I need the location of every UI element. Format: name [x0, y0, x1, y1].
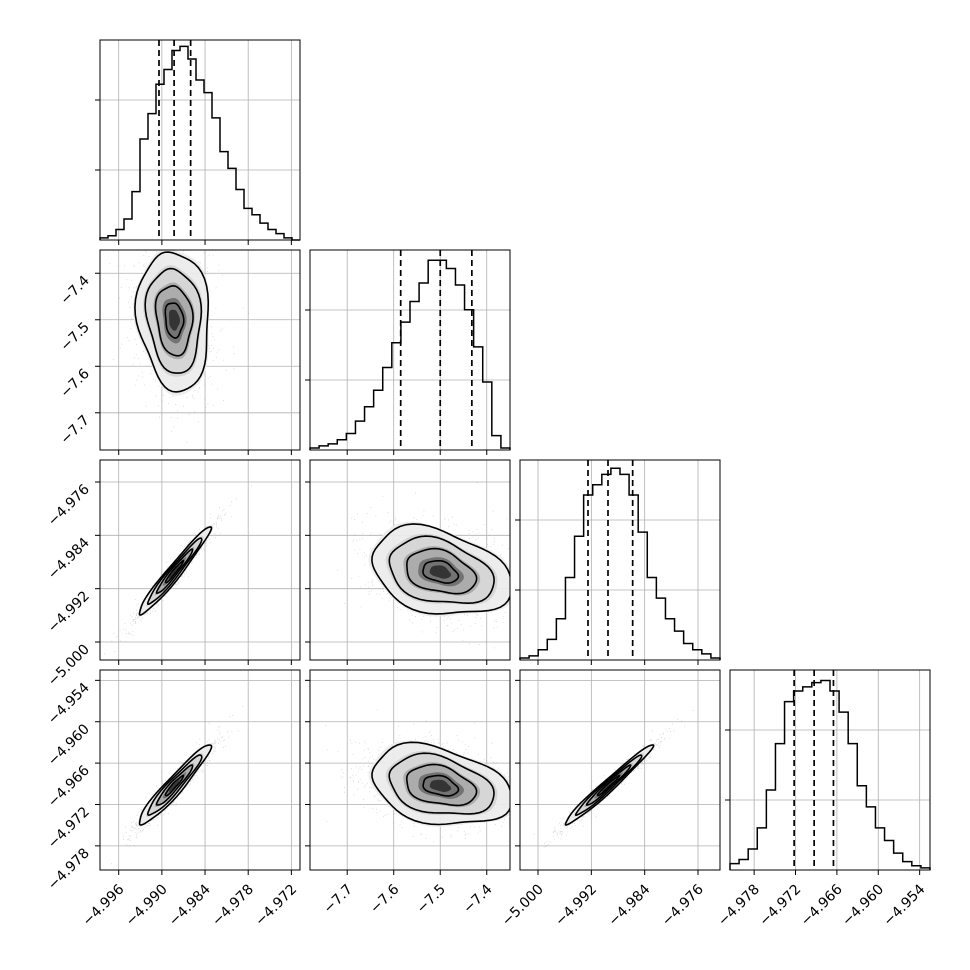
- panel-frame: [729, 669, 931, 871]
- scatter-panel-2-1: [305, 459, 511, 665]
- panel-frame: [99, 39, 301, 241]
- contour-3: [138, 744, 213, 826]
- x-tick-label: −4.966: [798, 881, 846, 929]
- contour-3: [564, 744, 655, 826]
- contour-0: [422, 774, 460, 797]
- density-fill-4: [168, 779, 180, 792]
- scatter-panel-2-0: [95, 459, 301, 665]
- x-tick-label: −7.4: [460, 881, 495, 916]
- x-tick-label: −4.990: [123, 882, 171, 930]
- y-tick-label: −7.4: [57, 273, 92, 308]
- y-tick-label: −4.976: [45, 481, 93, 529]
- contour-2: [574, 754, 643, 816]
- x-tick-label: −4.984: [606, 881, 654, 929]
- contour-2: [144, 267, 203, 374]
- scatter-panel-3-1: [305, 669, 511, 875]
- x-tick-label: −4.972: [252, 882, 300, 930]
- contour-3: [138, 526, 213, 616]
- y-tick-label: −4.978: [45, 845, 93, 893]
- contour-3: [371, 523, 510, 615]
- hist-panel-0: [95, 39, 301, 245]
- y-tick-label: −7.7: [57, 412, 92, 447]
- contour-0: [422, 559, 460, 584]
- contour-1: [155, 764, 194, 806]
- panel-frame: [309, 249, 511, 451]
- y-tick-label: −4.954: [45, 680, 93, 728]
- contour-2: [388, 535, 495, 604]
- y-tick-label: −4.984: [45, 535, 93, 583]
- panel-frame: [519, 669, 721, 871]
- panel-frame: [519, 459, 721, 661]
- x-tick-label: −4.978: [209, 882, 257, 930]
- scatter-panel-3-0: [95, 669, 301, 875]
- x-tick-label: −4.978: [715, 882, 763, 930]
- scatter-panel-1-0: [95, 249, 301, 455]
- contour-2: [388, 752, 495, 815]
- density-fill-4: [168, 565, 180, 579]
- x-tick-label: −4.954: [881, 881, 929, 929]
- x-tick-label: −7.6: [367, 881, 402, 916]
- x-tick-label: −5.000: [499, 882, 547, 930]
- x-tick-label: −7.7: [321, 882, 356, 917]
- contour-2: [146, 537, 203, 606]
- hist-panel-2: [515, 459, 721, 665]
- x-tick-label: −7.5: [414, 882, 449, 917]
- panel-frame: [309, 459, 511, 661]
- panel-frame: [99, 249, 301, 451]
- density-fill-4: [168, 309, 180, 331]
- contour-3: [371, 741, 510, 826]
- contour-1: [405, 763, 478, 807]
- y-tick-label: −7.6: [57, 366, 92, 401]
- contour-0: [164, 774, 185, 797]
- x-tick-label: −4.972: [756, 882, 804, 930]
- hist-panel-3: [725, 669, 931, 875]
- histogram-step: [99, 45, 300, 241]
- y-tick-label: −4.972: [45, 804, 93, 852]
- contour-0: [596, 774, 621, 797]
- panel-frame: [99, 459, 301, 661]
- panel-frame: [99, 669, 301, 871]
- contour-0: [164, 302, 185, 339]
- y-tick-label: −4.960: [45, 721, 93, 769]
- contour-3: [134, 251, 210, 393]
- y-tick-label: −5.000: [45, 642, 93, 690]
- x-tick-label: −4.984: [166, 881, 214, 929]
- y-tick-label: −7.5: [57, 319, 92, 354]
- y-tick-label: −4.966: [45, 763, 93, 811]
- scatter-panel-3-2: [515, 669, 721, 875]
- density-fill-4: [429, 779, 452, 792]
- histogram-step: [309, 259, 511, 450]
- x-tick-label: −4.976: [659, 881, 707, 929]
- x-tick-label: −4.996: [80, 881, 128, 929]
- y-tick-label: −4.992: [45, 588, 93, 636]
- histogram-step: [519, 467, 721, 660]
- contour-1: [585, 764, 632, 806]
- density-fill-4: [429, 565, 452, 579]
- hist-panel-1: [305, 249, 511, 455]
- density-fill-4: [601, 779, 615, 792]
- histogram-step: [729, 679, 931, 870]
- contour-1: [155, 548, 194, 594]
- contour-1: [154, 285, 194, 357]
- x-tick-label: −4.960: [839, 882, 887, 930]
- contour-0: [164, 559, 185, 584]
- contour-2: [146, 754, 203, 816]
- contour-1: [406, 547, 478, 595]
- panel-frame: [309, 669, 511, 871]
- x-tick-label: −4.992: [552, 882, 600, 930]
